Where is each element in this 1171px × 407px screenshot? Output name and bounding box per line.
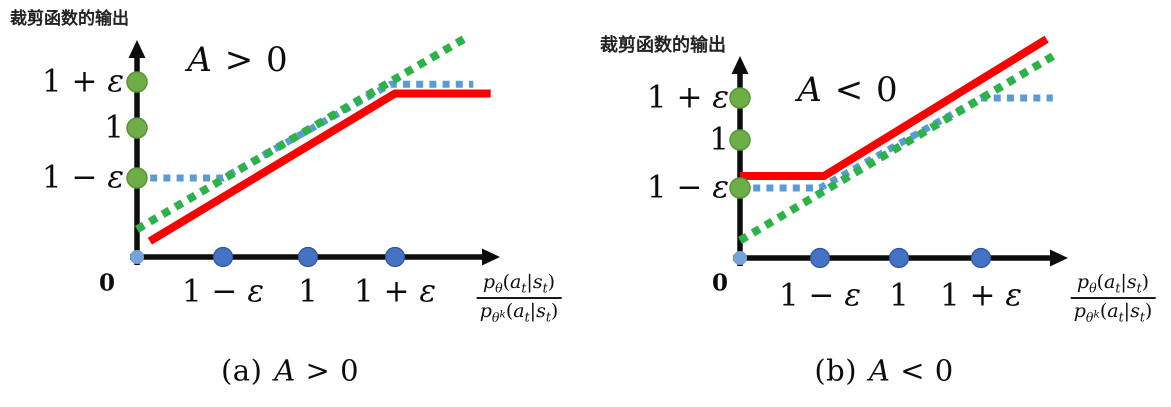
ratio-denominator: pθk(at|st) [479,300,559,325]
x-tick-label: 1 + ε [353,273,437,310]
y-tick-label: 1 + ε [646,79,729,116]
caption-tag: (a) [220,353,263,388]
caption-b: (b) A < 0 [814,353,954,388]
series-unclipped-a [134,32,472,233]
origin-dot [130,250,144,264]
fraction-bar [476,297,562,300]
series-clipped-a [137,80,474,182]
series-objective-b [740,35,1049,180]
x-tick-dot [970,247,992,269]
x-tick-dot [297,246,319,268]
y-axis-title-a: 裁剪函数的输出 [10,9,129,29]
y-tick-label: 1 − ε [41,159,124,196]
series-unclipped-b [737,50,1059,244]
plot-title-a: A > 0 [187,40,289,80]
origin-label-b: 0 [711,269,729,297]
y-tick-dot [729,87,751,109]
y-tick-dot [126,117,148,139]
x-tick-label: 1 + ε [939,277,1023,314]
y-tick-dot [729,129,751,151]
x-axis-arrow-icon [1050,249,1068,267]
y-tick-dot [729,177,751,199]
y-tick-dot [126,167,148,189]
y-tick-label: 1 + ε [41,63,124,100]
caption-a: (a) A > 0 [220,353,360,388]
y-axis-arrow-icon [128,40,146,58]
y-tick-label: 1 [709,121,729,158]
caption-math: A < 0 [869,353,954,388]
x-tick-dot [384,246,406,268]
ratio-denominator: pθk(at|st) [1073,300,1153,325]
series-clipped-b [740,94,1053,192]
x-tick-dot [212,246,234,268]
y-axis-title-b: 裁剪函数的输出 [600,35,726,56]
caption-tag: (b) [814,353,858,388]
ratio-numerator: pθ(at|st) [1076,271,1150,296]
y-tick-label: 1 − ε [646,169,729,206]
x-tick-label: 1 − ε [181,273,265,310]
x-axis-label-b: pθ(at|st) pθk(at|st) [1070,271,1156,325]
x-tick-label: 1 − ε [778,277,862,314]
x-axis-arrow-icon [482,248,500,266]
x-tick-dot [809,247,831,269]
x-tick-label: 1 [298,273,318,310]
y-axis-arrow-icon [731,56,749,74]
y-tick-label: 1 [104,109,124,146]
fraction-bar [1070,297,1156,300]
caption-math: A > 0 [274,353,360,388]
origin-dot [733,251,747,265]
x-tick-label: 1 [889,277,909,314]
y-tick-dot [126,71,148,93]
origin-label-a: 0 [98,269,116,297]
series-objective-a [147,89,491,245]
x-axis-label-a: pθ(at|st) pθk(at|st) [476,271,562,325]
ratio-numerator: pθ(at|st) [482,271,556,296]
x-tick-dot [888,247,910,269]
plot-title-b: A < 0 [797,70,899,110]
